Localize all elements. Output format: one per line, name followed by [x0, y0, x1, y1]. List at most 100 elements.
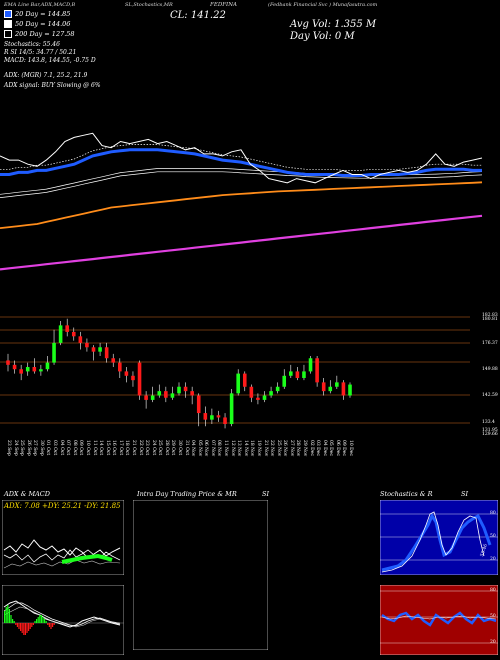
date-label: 07 Oct [65, 440, 71, 456]
date-label: 25 Oct [157, 440, 163, 456]
candle-body [328, 386, 333, 392]
candle-body [137, 362, 142, 396]
price-level-label: 176.37 [482, 341, 498, 346]
price-level-label: 142.59 [482, 393, 498, 398]
macd-histogram-bar [40, 615, 42, 623]
legend-20day: 20 Day = 144.85 [4, 10, 70, 18]
candle-body [45, 362, 50, 370]
stoch-panel-title: Stochastics & R [380, 490, 433, 498]
macd-histogram-bar [24, 623, 26, 635]
date-label: 14 Oct [98, 440, 104, 456]
ema100-line [0, 181, 483, 229]
candle-body [223, 417, 227, 425]
candle-body [25, 367, 30, 372]
macd-histogram-bar [39, 615, 41, 623]
date-label: 09 Dec [341, 440, 347, 456]
macd-histogram-bar [34, 621, 36, 623]
date-label: 21 Nov [262, 440, 268, 457]
candle-body [52, 342, 56, 363]
candle-body [190, 391, 194, 396]
close-price: CL: 141.22 [170, 10, 226, 21]
stoch-label-50: 50 [490, 534, 496, 539]
macd-histogram-bar [52, 623, 54, 627]
candle-body [131, 375, 135, 381]
legend-50day: 50 Day = 144.06 [4, 20, 70, 28]
date-label: 27 Nov [288, 440, 294, 457]
macd-histogram-bar [29, 623, 31, 629]
date-label: 25 Nov [275, 440, 281, 457]
date-label: 18 Nov [249, 440, 255, 457]
date-label: 19 Nov [255, 440, 261, 457]
date-label: 28 Oct [163, 440, 169, 456]
rsi-panel [380, 585, 498, 655]
candle-body [170, 393, 175, 398]
stoch-label-80: 80 [490, 511, 496, 516]
date-label: 06 Dec [334, 440, 340, 456]
day-volume: Day Vol: 0 M [290, 31, 355, 42]
date-label: 04 Nov [190, 440, 196, 457]
date-label: 01 Oct [45, 440, 51, 456]
macd-histogram-bar [50, 623, 52, 629]
candle-body [242, 373, 247, 387]
date-label: 10 Dec [348, 440, 353, 456]
candle-body [39, 369, 43, 372]
macd-readout: MACD: 143.8, 144.55, -0.75 D [4, 57, 96, 64]
price-level-label: 133.4 [482, 420, 495, 425]
date-label: 15 Oct [104, 440, 110, 456]
date-label: 13 Nov [236, 440, 242, 457]
date-label: 16 Oct [111, 440, 117, 456]
date-label: 04 Dec [321, 440, 327, 456]
date-label: 22 Nov [269, 440, 275, 457]
avg-volume: Avg Vol: 1.355 M [290, 19, 377, 30]
candle-body [58, 325, 63, 343]
macd-histogram-bar [53, 623, 55, 625]
date-label: 25 Sep [19, 440, 25, 456]
candle-body [269, 391, 273, 396]
candle-body [78, 336, 83, 343]
legend-50day-swatch [4, 20, 12, 28]
price-level-label: 131.95 [482, 428, 498, 433]
date-label: 04 Oct [58, 440, 64, 456]
macd-panel [2, 585, 124, 655]
rsi-readout: R SI 14/5: 34.77 / 50.21 [4, 49, 77, 56]
legend-200day-text: 200 Day = 127.58 [15, 30, 75, 38]
ticker-label: FEDFINA [210, 2, 238, 8]
date-label: 14 Nov [242, 440, 248, 457]
macd-histogram-bar [10, 615, 12, 623]
candle-body [6, 360, 10, 365]
candle-body [32, 367, 37, 372]
macd-histogram-bar [28, 623, 30, 631]
date-label: 07 Nov [209, 440, 215, 457]
macd-histogram-bar [26, 623, 28, 633]
price-level-label: 182.83 [482, 313, 498, 318]
date-label: 29 Oct [170, 440, 176, 456]
date-label: 29 Nov [301, 440, 307, 457]
macd-histogram-bar [8, 609, 10, 623]
candle-body [196, 395, 201, 414]
candle-body [85, 342, 89, 348]
candle-body [249, 386, 254, 398]
candle-body [210, 415, 214, 420]
macd-histogram-bar [42, 617, 44, 623]
legend-50day-text: 50 Day = 144.06 [15, 20, 71, 28]
candle-body [341, 382, 346, 396]
legend-20day-text: 20 Day = 144.85 [15, 10, 71, 18]
price-level-label: 149.88 [482, 367, 498, 372]
date-label: 18 Oct [124, 440, 130, 456]
candle-body [315, 358, 319, 383]
macd-histogram-bar [15, 623, 17, 625]
date-label: 23 Oct [144, 440, 150, 456]
macd-histogram-bar [44, 619, 46, 623]
date-label: 26 Nov [282, 440, 288, 457]
macd-histogram-bar [20, 623, 22, 631]
macd-histogram-bar [47, 623, 49, 625]
candle-body [150, 395, 155, 400]
rsi-label-20: 20 [490, 640, 496, 645]
date-label: 05 Nov [196, 440, 202, 457]
candle-body [348, 384, 352, 396]
candle-body [19, 369, 23, 374]
macd-histogram-bar [36, 619, 38, 623]
rsi-label-80: 80 [490, 588, 496, 593]
date-label: 21 Oct [130, 440, 136, 456]
intraday-panel [133, 500, 268, 650]
